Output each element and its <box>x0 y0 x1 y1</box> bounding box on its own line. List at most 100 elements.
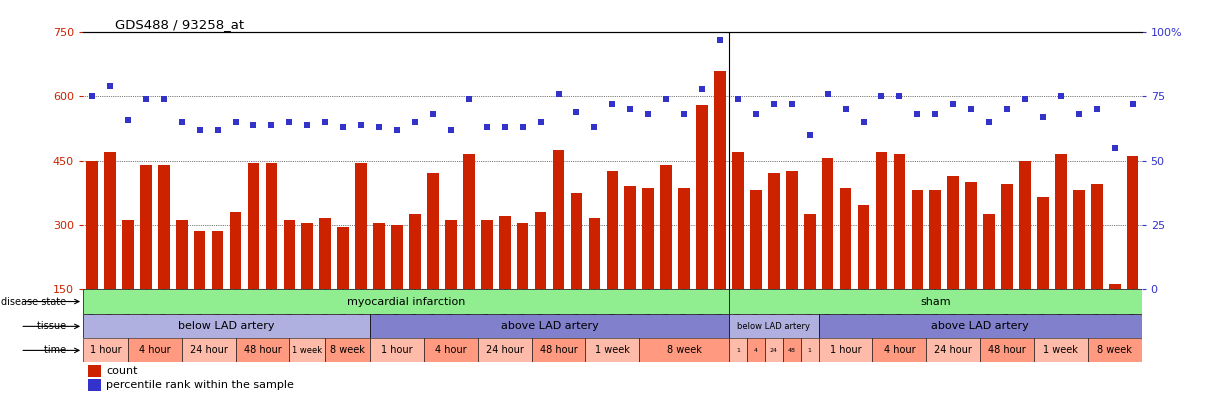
Bar <box>230 212 242 289</box>
Point <box>674 111 694 118</box>
Bar <box>83 289 729 314</box>
Bar <box>1055 154 1067 289</box>
Bar <box>88 379 101 391</box>
Bar <box>696 105 708 289</box>
Bar <box>822 158 834 289</box>
Text: disease state: disease state <box>1 296 72 307</box>
Text: 1: 1 <box>736 348 740 353</box>
Bar <box>236 339 289 362</box>
Bar <box>531 339 585 362</box>
Text: 24 hour: 24 hour <box>934 345 972 356</box>
Bar <box>424 339 477 362</box>
Point <box>567 109 586 115</box>
Bar <box>370 339 424 362</box>
Bar <box>570 193 582 289</box>
Bar <box>857 205 869 289</box>
Bar <box>409 214 421 289</box>
Text: 48: 48 <box>788 348 796 353</box>
Bar <box>818 339 873 362</box>
Bar <box>927 339 980 362</box>
Text: 48 hour: 48 hour <box>988 345 1026 356</box>
Point <box>495 124 514 130</box>
Bar <box>374 222 385 289</box>
Point <box>1087 106 1106 113</box>
Bar <box>1020 160 1031 289</box>
Bar <box>894 154 905 289</box>
Point <box>639 111 658 118</box>
Bar <box>391 225 403 289</box>
Bar <box>1109 284 1121 289</box>
Bar <box>194 231 205 289</box>
Point <box>800 132 819 138</box>
Bar <box>783 339 801 362</box>
Bar <box>840 188 851 289</box>
Bar <box>947 175 958 289</box>
Point <box>548 91 568 97</box>
Point <box>890 93 910 100</box>
Text: time: time <box>44 345 72 356</box>
Point <box>208 126 227 133</box>
Bar <box>714 71 725 289</box>
Point <box>818 91 838 97</box>
Point <box>387 126 407 133</box>
Bar <box>158 165 170 289</box>
Bar <box>1127 156 1138 289</box>
Bar <box>325 339 370 362</box>
Point <box>333 124 353 130</box>
Text: 1 week: 1 week <box>1044 345 1078 356</box>
Bar <box>337 227 349 289</box>
Bar <box>444 220 457 289</box>
Bar <box>747 339 764 362</box>
Point <box>746 111 766 118</box>
Text: below LAD artery: below LAD artery <box>178 321 275 331</box>
Point <box>1033 114 1053 120</box>
Point <box>261 122 281 128</box>
Bar <box>929 190 941 289</box>
Bar <box>1034 339 1088 362</box>
Bar <box>283 220 295 289</box>
Bar <box>289 339 325 362</box>
Point <box>226 119 245 126</box>
Text: 8 week: 8 week <box>667 345 702 356</box>
Point <box>764 101 784 107</box>
Bar <box>499 216 510 289</box>
Point <box>352 122 371 128</box>
Bar <box>87 160 98 289</box>
Point <box>944 101 963 107</box>
Bar <box>83 339 128 362</box>
Bar <box>642 188 654 289</box>
Point <box>620 106 640 113</box>
Point <box>692 85 712 92</box>
Bar <box>640 339 729 362</box>
Text: 48 hour: 48 hour <box>243 345 281 356</box>
Point <box>836 106 856 113</box>
Point <box>781 101 801 107</box>
Bar <box>1088 339 1142 362</box>
Bar <box>585 339 640 362</box>
Bar <box>248 163 259 289</box>
Bar <box>427 173 438 289</box>
Bar <box>211 231 223 289</box>
Point <box>1015 96 1034 102</box>
Point <box>369 124 388 130</box>
Point <box>1051 93 1071 100</box>
Point <box>853 119 873 126</box>
Bar <box>553 150 564 289</box>
Point <box>190 126 210 133</box>
Bar <box>801 339 818 362</box>
Bar <box>104 152 116 289</box>
Point <box>100 83 120 90</box>
Bar <box>983 214 995 289</box>
Text: above LAD artery: above LAD artery <box>932 321 1029 331</box>
Bar <box>535 212 546 289</box>
Point <box>244 122 264 128</box>
Point <box>136 96 155 102</box>
Text: GDS488 / 93258_at: GDS488 / 93258_at <box>115 18 244 31</box>
Bar <box>88 365 101 377</box>
Point <box>907 111 927 118</box>
Text: 48 hour: 48 hour <box>540 345 578 356</box>
Point <box>118 116 138 123</box>
Text: 8 week: 8 week <box>1098 345 1132 356</box>
Text: 1 week: 1 week <box>595 345 630 356</box>
Bar <box>140 165 151 289</box>
